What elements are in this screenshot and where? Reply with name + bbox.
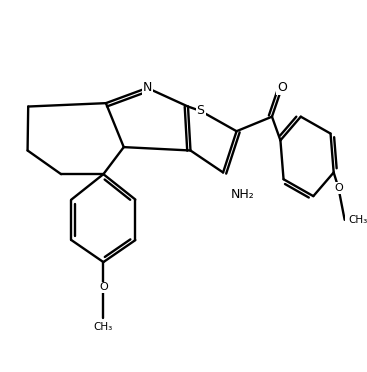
- Text: CH₃: CH₃: [94, 322, 113, 332]
- Text: NH₂: NH₂: [231, 188, 255, 201]
- Text: O: O: [99, 282, 108, 292]
- Text: S: S: [196, 105, 204, 118]
- Text: O: O: [277, 81, 287, 94]
- Text: O: O: [334, 183, 343, 193]
- Text: N: N: [142, 81, 152, 94]
- Text: CH₃: CH₃: [348, 215, 367, 225]
